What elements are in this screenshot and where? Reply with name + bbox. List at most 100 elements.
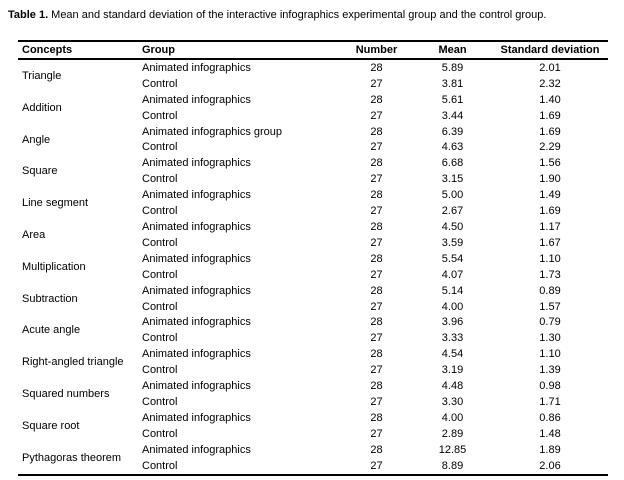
table-row: Addition Animated infographics 28 5.61 1.40 bbox=[18, 92, 608, 114]
mean-cell: 3.19 bbox=[441, 364, 464, 377]
sd-cell: 1.71 bbox=[539, 395, 561, 408]
number-cell: 27 bbox=[370, 109, 383, 122]
header-mean: Mean bbox=[413, 41, 492, 60]
group-cell: Animated infographics bbox=[142, 443, 251, 456]
number-cell: 28 bbox=[370, 61, 383, 74]
group-cell: Control bbox=[142, 205, 178, 218]
group-cell: Animated infographics bbox=[142, 348, 251, 361]
sd-cell: 0.98 bbox=[539, 380, 561, 393]
number-cell: 27 bbox=[370, 141, 383, 154]
mean-cell: 3.30 bbox=[441, 395, 464, 408]
table-row: Control 27 3.15 1.90 bbox=[18, 171, 608, 187]
mean-cell: 4.63 bbox=[441, 141, 464, 154]
group-cell: Control bbox=[142, 427, 178, 440]
table-row: Acute angle Animated infographics 28 3.96 0.… bbox=[18, 315, 608, 336]
concept-cell: Right-angled triangle bbox=[22, 356, 124, 369]
table-row: Triangle Animated infographics 28 5.89 2.01 bbox=[18, 59, 608, 82]
number-cell: 28 bbox=[370, 189, 383, 202]
table-row: Control 27 4.00 1.57 bbox=[18, 299, 608, 315]
mean-cell: 3.96 bbox=[441, 316, 464, 329]
sd-cell: 1.57 bbox=[539, 300, 561, 313]
number-cell: 27 bbox=[370, 459, 383, 472]
mean-cell: 5.61 bbox=[441, 93, 464, 106]
header-concepts: Concepts bbox=[18, 41, 140, 60]
group-cell: Animated infographics bbox=[142, 221, 251, 234]
table-caption: Table 1. Mean and standard deviation of t… bbox=[8, 8, 616, 22]
sd-cell: 1.30 bbox=[539, 332, 561, 345]
sd-cell: 1.69 bbox=[539, 109, 561, 122]
table-row: Angle Animated infographics group 28 6.39 1.… bbox=[18, 124, 608, 146]
header-group: Group bbox=[140, 41, 340, 60]
group-cell: Control bbox=[142, 173, 178, 186]
mean-cell: 4.00 bbox=[441, 411, 464, 424]
number-cell: 28 bbox=[370, 348, 383, 361]
table-row: Line segment Animated infographics 28 5.00 1… bbox=[18, 187, 608, 209]
concept-cell: Area bbox=[22, 228, 46, 241]
sd-cell: 1.73 bbox=[539, 268, 561, 281]
number-cell: 28 bbox=[370, 411, 383, 424]
group-cell: Control bbox=[142, 395, 178, 408]
sd-cell: 1.56 bbox=[539, 157, 561, 170]
group-cell: Control bbox=[142, 364, 178, 377]
mean-cell: 4.00 bbox=[441, 300, 464, 313]
mean-cell: 4.48 bbox=[441, 380, 464, 393]
mean-cell: 3.15 bbox=[441, 173, 464, 186]
table-row: Square root Animated infographics 28 4.00 0.… bbox=[18, 410, 608, 432]
table-row: Squared numbers Animated infographics 28 4.… bbox=[18, 378, 608, 400]
sd-cell: 1.49 bbox=[539, 189, 561, 202]
table-row: Control 27 3.44 1.69 bbox=[18, 108, 608, 124]
sd-cell: 1.39 bbox=[539, 364, 561, 377]
group-cell: Animated infographics bbox=[142, 411, 251, 424]
table-row: Control 27 3.30 1.71 bbox=[18, 394, 608, 410]
number-cell: 28 bbox=[370, 252, 383, 265]
mean-cell: 6.68 bbox=[441, 157, 464, 170]
table-row: Pythagoras theorem Animated infographics 2… bbox=[18, 442, 608, 464]
group-cell: Animated infographics bbox=[142, 189, 251, 202]
sd-cell: 1.90 bbox=[539, 173, 561, 186]
mean-cell: 5.14 bbox=[441, 284, 464, 297]
table-row: Control 27 4.63 2.29 bbox=[18, 140, 608, 156]
mean-cell: 3.81 bbox=[441, 77, 464, 90]
concept-cell: Angle bbox=[22, 133, 51, 146]
sd-cell: 1.69 bbox=[539, 205, 561, 218]
table-header: Concepts Group Number Mean Standard devi… bbox=[18, 41, 608, 60]
table-row: Area Animated infographics 28 4.50 1.17 bbox=[18, 219, 608, 241]
mean-cell: 5.54 bbox=[441, 252, 464, 265]
mean-cell: 3.59 bbox=[441, 236, 464, 249]
number-cell: 27 bbox=[370, 77, 383, 90]
concept-cell: Acute angle bbox=[22, 324, 81, 337]
concept-cell: Line segment bbox=[22, 197, 89, 210]
sd-cell: 1.67 bbox=[539, 236, 561, 249]
table-row: Control 27 2.89 1.48 bbox=[18, 426, 608, 442]
number-cell: 27 bbox=[370, 173, 383, 186]
table-row: Control 27 3.19 1.39 bbox=[18, 362, 608, 378]
number-cell: 28 bbox=[370, 316, 383, 329]
mean-cell: 5.00 bbox=[441, 189, 464, 202]
number-cell: 28 bbox=[370, 125, 383, 138]
mean-cell: 8.89 bbox=[441, 459, 464, 472]
mean-cell: 4.54 bbox=[441, 348, 464, 361]
sd-cell: 0.86 bbox=[539, 411, 561, 424]
mean-cell: 6.39 bbox=[441, 125, 464, 138]
table-row: Control 27 3.33 1.30 bbox=[18, 330, 608, 346]
mean-cell: 2.67 bbox=[441, 205, 464, 218]
mean-cell: 3.44 bbox=[441, 109, 464, 122]
number-cell: 27 bbox=[370, 427, 383, 440]
group-cell: Animated infographics bbox=[142, 316, 251, 329]
number-cell: 27 bbox=[370, 332, 383, 345]
group-cell: Control bbox=[142, 300, 178, 313]
results-table: Concepts Group Number Mean Standard devi… bbox=[18, 40, 608, 476]
group-cell: Animated infographics bbox=[142, 380, 251, 393]
number-cell: 28 bbox=[370, 157, 383, 170]
group-cell: Animated infographics bbox=[142, 252, 251, 265]
sd-cell: 1.10 bbox=[539, 348, 561, 361]
number-cell: 28 bbox=[370, 93, 383, 106]
concept-cell: Triangle bbox=[22, 69, 62, 82]
table-row: Control 27 3.81 2.32 bbox=[18, 76, 608, 92]
table-row: Multiplication Animated infographics 28 5.5… bbox=[18, 251, 608, 273]
mean-cell: 5.89 bbox=[441, 61, 464, 74]
number-cell: 27 bbox=[370, 236, 383, 249]
table-caption-label: Table 1. bbox=[8, 9, 49, 21]
concept-cell: Pythagoras theorem bbox=[22, 451, 122, 464]
